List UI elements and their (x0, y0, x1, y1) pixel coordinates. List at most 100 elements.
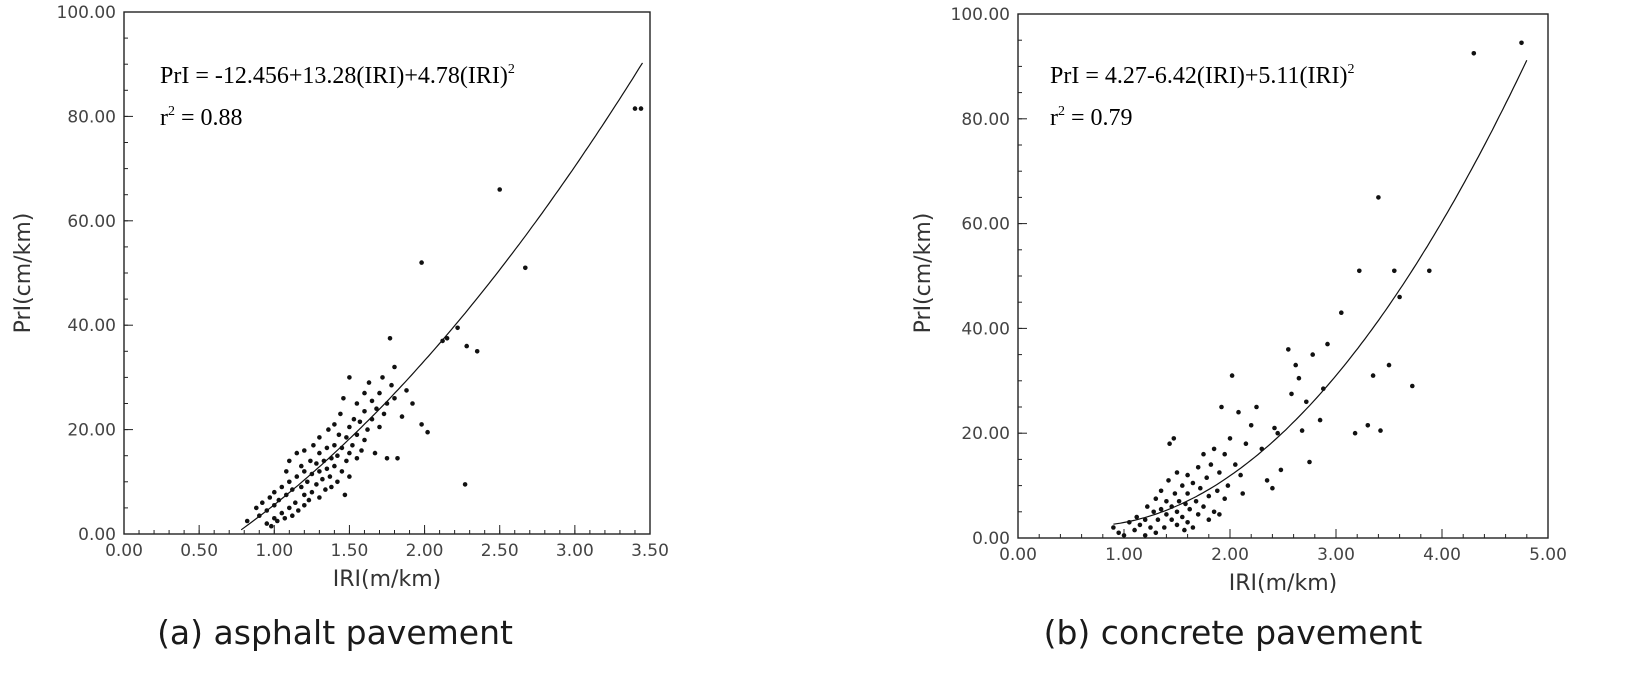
data-point (308, 458, 313, 464)
x-tick-label: 4.00 (1423, 545, 1461, 565)
data-point (332, 443, 337, 448)
x-tick-label: 0.00 (105, 541, 143, 561)
data-point (302, 503, 307, 508)
data-point (320, 476, 325, 482)
data-point (410, 401, 415, 406)
data-point (1180, 514, 1185, 520)
data-point (272, 516, 277, 521)
data-point (1321, 386, 1326, 392)
data-point (287, 479, 292, 485)
data-point (1183, 501, 1188, 507)
data-point (287, 458, 292, 464)
data-point (425, 429, 430, 435)
data-point (290, 487, 295, 492)
data-point (1187, 506, 1192, 512)
data-point (1176, 499, 1182, 504)
data-point (1427, 268, 1432, 274)
data-point (264, 521, 270, 526)
data-point (1201, 504, 1206, 509)
data-point (1299, 428, 1305, 433)
data-point (1204, 475, 1209, 481)
data-point (1248, 423, 1254, 428)
data-point (317, 435, 322, 440)
y-axis-label: PrI(cm/km) (11, 213, 36, 334)
data-point (1365, 423, 1371, 428)
x-axis-label: IRI(m/km) (333, 567, 441, 592)
regression-curve (240, 62, 644, 531)
data-point (347, 375, 352, 380)
data-point (290, 513, 295, 518)
data-point (1151, 509, 1156, 515)
data-point (357, 419, 363, 425)
data-point (1397, 294, 1402, 300)
data-point (326, 427, 331, 432)
data-point (1296, 375, 1302, 381)
data-point (338, 411, 343, 417)
data-point (497, 187, 503, 192)
data-point (339, 445, 345, 451)
data-point (296, 508, 301, 513)
data-point (374, 406, 379, 412)
fit-curve-group (1113, 59, 1528, 525)
fit-curve-group (240, 62, 644, 531)
data-point (384, 401, 390, 406)
data-point (474, 349, 480, 354)
data-point (1174, 470, 1180, 475)
chart-panel-concrete: 0.00 1.00 2.00 3.00 4.00 5.00 0.00 20.00 40.00 60… (911, 5, 1567, 652)
regression-equation: PrI = -12.456+13.28(IRI)+4.78(IRI)2 (160, 62, 515, 89)
data-point (1174, 522, 1180, 528)
data-point (309, 489, 315, 495)
x-tick-label: 0.50 (180, 541, 218, 561)
data-point (294, 474, 300, 479)
data-point (1195, 512, 1201, 517)
data-point (323, 487, 328, 492)
data-point (389, 382, 394, 388)
data-point (314, 482, 319, 487)
data-point (1142, 517, 1148, 522)
data-point (1233, 462, 1238, 467)
data-point (272, 503, 277, 508)
data-point (351, 416, 357, 422)
data-point (1167, 441, 1172, 447)
y-tick-label: 40.00 (67, 316, 116, 336)
x-tick-label: 2.50 (481, 541, 519, 561)
data-point (1158, 488, 1164, 494)
data-point (1222, 496, 1227, 502)
data-point (1169, 517, 1174, 522)
x-tick-label: 3.00 (1317, 545, 1355, 565)
data-point (1236, 409, 1241, 415)
data-point (269, 523, 274, 529)
y-axis-label: PrI(cm/km) (911, 213, 936, 334)
plot-frame (123, 11, 651, 535)
data-point (1357, 268, 1362, 274)
data-point (1386, 362, 1392, 368)
data-point (1169, 504, 1174, 509)
y-tick-label: 80.00 (961, 110, 1010, 130)
data-point (1240, 491, 1245, 496)
data-point (279, 510, 285, 516)
data-point (1121, 533, 1127, 538)
x-tick-label: 1.00 (1105, 545, 1143, 565)
data-point (347, 450, 352, 456)
x-tick-label: 3.00 (556, 541, 594, 561)
data-point (1270, 485, 1275, 491)
data-point (284, 469, 289, 474)
data-point (324, 466, 330, 472)
data-point (354, 401, 360, 406)
data-point (404, 388, 409, 393)
x-tick-label: 2.00 (1211, 545, 1249, 565)
y-tick-label: 40.00 (961, 319, 1010, 339)
data-point (1289, 391, 1294, 397)
data-point (1142, 533, 1148, 538)
r-squared: r2 = 0.79 (1050, 104, 1133, 131)
data-point (332, 422, 337, 427)
data-point (282, 516, 288, 521)
data-point (347, 424, 352, 430)
data-point (317, 495, 322, 500)
data-point (1471, 51, 1477, 56)
data-point (1304, 399, 1309, 405)
data-point (1307, 459, 1312, 465)
data-point (440, 338, 445, 344)
data-point (1310, 352, 1315, 357)
data-point (302, 492, 307, 498)
